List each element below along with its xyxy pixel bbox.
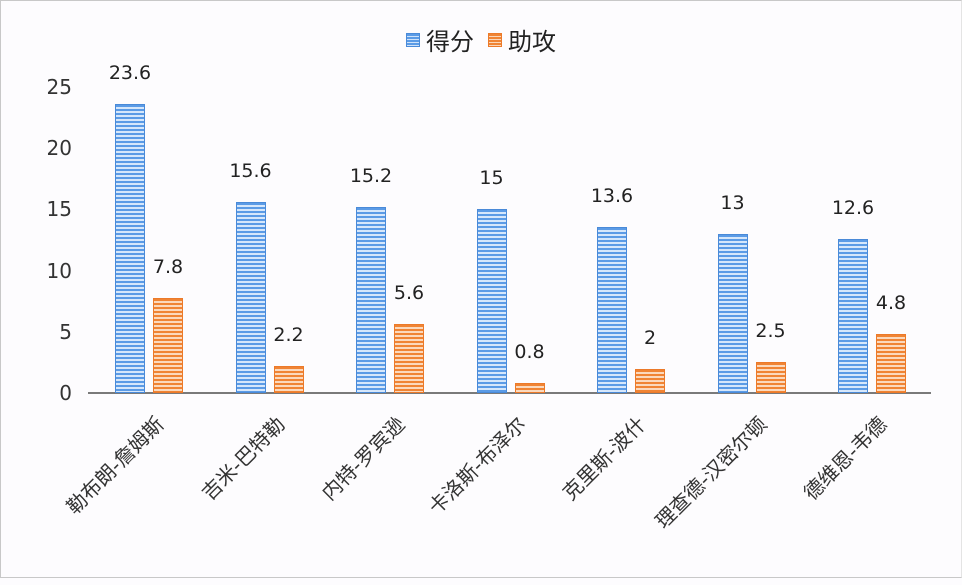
chart-legend: 得分 助攻 xyxy=(0,22,962,57)
bar-points xyxy=(115,104,145,393)
y-tick-label: 5 xyxy=(59,319,72,344)
bar-points xyxy=(356,206,386,393)
y-tick-label: 10 xyxy=(46,258,72,283)
bar-assists xyxy=(514,383,545,393)
value-label-assists: 0.8 xyxy=(514,341,545,364)
bar-assists xyxy=(876,334,906,393)
bar-assists xyxy=(635,368,665,393)
value-label-assists: 7.8 xyxy=(152,255,184,278)
bar-assists xyxy=(273,366,304,393)
value-label-points: 13 xyxy=(720,191,745,214)
value-label-points: 12.6 xyxy=(831,196,875,219)
value-label-assists: 4.8 xyxy=(875,292,907,315)
value-label-assists: 2.5 xyxy=(755,320,786,343)
bar-points xyxy=(476,209,507,393)
legend-item-assists: 助攻 xyxy=(488,22,556,57)
y-tick-label: 0 xyxy=(59,381,72,405)
legend-item-points: 得分 xyxy=(406,22,474,57)
legend-swatch-blue xyxy=(406,32,420,47)
x-axis-line xyxy=(88,392,931,394)
value-label-points: 15.2 xyxy=(349,164,393,187)
y-tick-label: 20 xyxy=(46,136,72,161)
value-label-assists: 2 xyxy=(643,326,657,349)
bar-points xyxy=(235,202,266,393)
bar-assists xyxy=(755,362,786,393)
value-label-points: 15.6 xyxy=(229,160,272,183)
legend-swatch-orange xyxy=(488,32,502,47)
bar-assists xyxy=(153,297,183,393)
bar-points xyxy=(597,226,627,393)
value-label-assists: 5.6 xyxy=(393,282,425,305)
bar-assists xyxy=(394,324,424,393)
legend-label-points: 得分 xyxy=(426,28,474,56)
value-label-points: 15 xyxy=(479,167,504,190)
value-label-assists: 2.2 xyxy=(273,324,304,347)
bar-points xyxy=(717,233,748,393)
y-tick-label: 25 xyxy=(46,75,72,99)
value-label-points: 23.6 xyxy=(108,62,152,85)
y-tick-label: 15 xyxy=(46,197,72,222)
legend-label-assists: 助攻 xyxy=(508,28,556,56)
value-label-points: 13.6 xyxy=(590,184,634,207)
bar-points xyxy=(838,238,868,393)
